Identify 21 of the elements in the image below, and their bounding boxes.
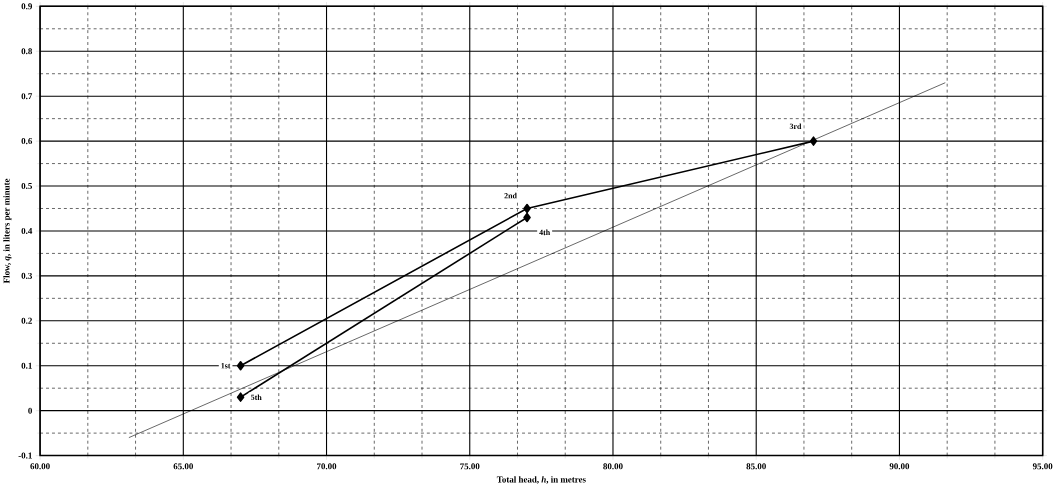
x-tick-label: 90.00 bbox=[889, 463, 910, 470]
y-tick-label: 0.4 bbox=[21, 227, 33, 234]
y-tick-label: 0.6 bbox=[21, 138, 33, 145]
y-tick-label: 0.3 bbox=[21, 272, 33, 279]
x-tick-label: 95.00 bbox=[1032, 463, 1053, 470]
y-axis-title: Flow, q, in liters per minute bbox=[3, 178, 12, 284]
y-tick-label: 0 bbox=[28, 407, 32, 414]
y-tick-label: 0.5 bbox=[21, 182, 33, 190]
y-tick-label: 0.7 bbox=[21, 93, 33, 100]
y-tick-label: -0.1 bbox=[18, 452, 32, 459]
y-tick-label: 0.9 bbox=[21, 3, 33, 10]
x-tick-label: 85.00 bbox=[746, 463, 766, 470]
x-tick-label: 65.00 bbox=[173, 463, 193, 470]
x-tick-label: 70.00 bbox=[317, 463, 337, 470]
y-tick-label: 0.1 bbox=[21, 362, 32, 369]
y-tick-label: 0.2 bbox=[21, 317, 32, 324]
x-tick-label: 80.00 bbox=[603, 463, 623, 470]
x-tick-label: 75.00 bbox=[460, 463, 480, 470]
x-tick-label: 60.00 bbox=[30, 463, 50, 470]
x-axis-title: Total head, h, in metres bbox=[496, 476, 586, 484]
y-tick-label: 0.8 bbox=[21, 48, 33, 55]
